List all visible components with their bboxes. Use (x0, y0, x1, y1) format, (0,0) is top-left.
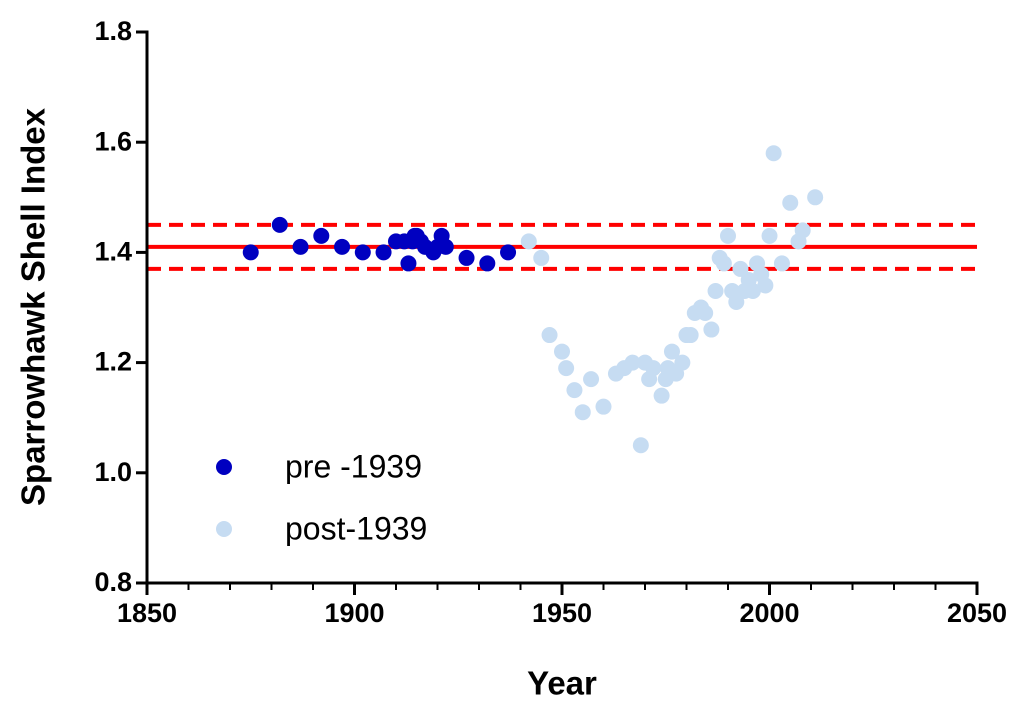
point (703, 321, 720, 338)
point (682, 327, 699, 344)
y-tick-label: 1.8 (94, 16, 132, 46)
point (674, 354, 691, 371)
point (707, 282, 724, 299)
point (807, 189, 824, 206)
point (757, 277, 774, 294)
point (554, 343, 570, 360)
x-tick-label: 2050 (947, 598, 1007, 628)
x-axis-title: Year (527, 665, 597, 702)
point (375, 244, 392, 261)
y-axis-title: Sparrowhawk Shell Index (15, 107, 52, 506)
point (697, 305, 714, 322)
point (794, 222, 811, 239)
point (653, 387, 670, 404)
point (437, 238, 454, 255)
y-tick-label: 1.0 (94, 457, 132, 487)
x-tick-label: 1900 (324, 598, 384, 628)
point (574, 404, 591, 421)
point (458, 249, 475, 266)
point (520, 233, 537, 250)
legend-marker (216, 459, 232, 475)
point (773, 255, 790, 272)
point (595, 398, 612, 415)
point (400, 255, 417, 272)
point (479, 255, 496, 272)
point (334, 238, 351, 255)
legend-marker (216, 521, 232, 537)
point (663, 343, 680, 360)
y-tick-label: 0.8 (94, 567, 132, 597)
point (765, 145, 782, 162)
point (632, 437, 649, 454)
point (720, 227, 736, 244)
x-tick-label: 2000 (739, 598, 799, 628)
point (558, 360, 575, 377)
point (533, 249, 550, 266)
point (566, 382, 583, 399)
point (744, 282, 761, 299)
point (715, 255, 732, 272)
point (761, 227, 778, 244)
point (624, 354, 641, 371)
point (541, 327, 558, 344)
point (583, 371, 600, 388)
point (292, 238, 309, 255)
point (313, 227, 330, 244)
point (728, 293, 745, 310)
point (782, 194, 799, 211)
point (271, 216, 288, 233)
point (500, 244, 517, 261)
point (354, 244, 371, 261)
y-tick-label: 1.2 (94, 347, 132, 377)
y-tick-label: 1.6 (94, 126, 132, 156)
point (645, 360, 662, 377)
x-tick-label: 1950 (532, 598, 592, 628)
y-tick-label: 1.4 (94, 237, 132, 267)
x-tick-label: 1850 (117, 598, 177, 628)
legend-label: pre -1939 (285, 448, 422, 484)
legend-label: post-1939 (285, 510, 427, 546)
point (732, 260, 749, 277)
point (242, 244, 259, 261)
